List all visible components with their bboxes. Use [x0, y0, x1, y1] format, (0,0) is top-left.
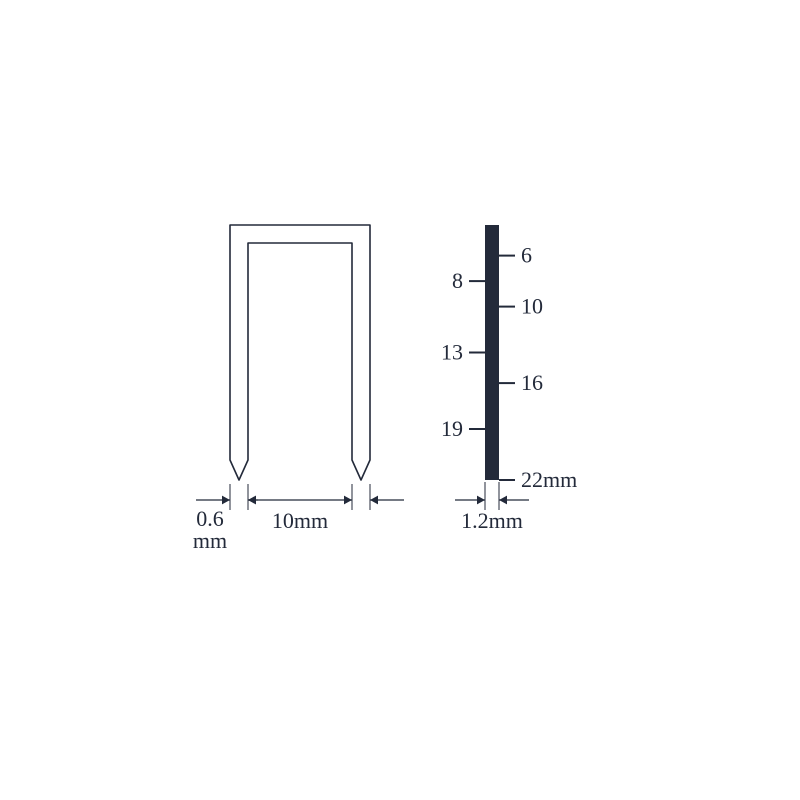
scale-label: 10 [521, 294, 543, 319]
scale-label: 19 [441, 416, 463, 441]
arrow-head [248, 496, 256, 505]
crown-width-label: 10mm [272, 508, 328, 533]
arrow-head [344, 496, 352, 505]
scale-label: 6 [521, 243, 532, 268]
scale-label: 22mm [521, 467, 577, 492]
thickness-label: 1.2mm [461, 508, 523, 533]
scale-label: 16 [521, 370, 543, 395]
scale-label: 8 [452, 268, 463, 293]
staple-outline [230, 225, 370, 480]
scale-bar [485, 225, 499, 480]
arrow-head [370, 496, 378, 505]
scale-label: 13 [441, 340, 463, 365]
wire-width-unit: mm [193, 528, 227, 553]
arrow-head [222, 496, 230, 505]
arrow-head [477, 496, 485, 505]
arrow-head [499, 496, 507, 505]
